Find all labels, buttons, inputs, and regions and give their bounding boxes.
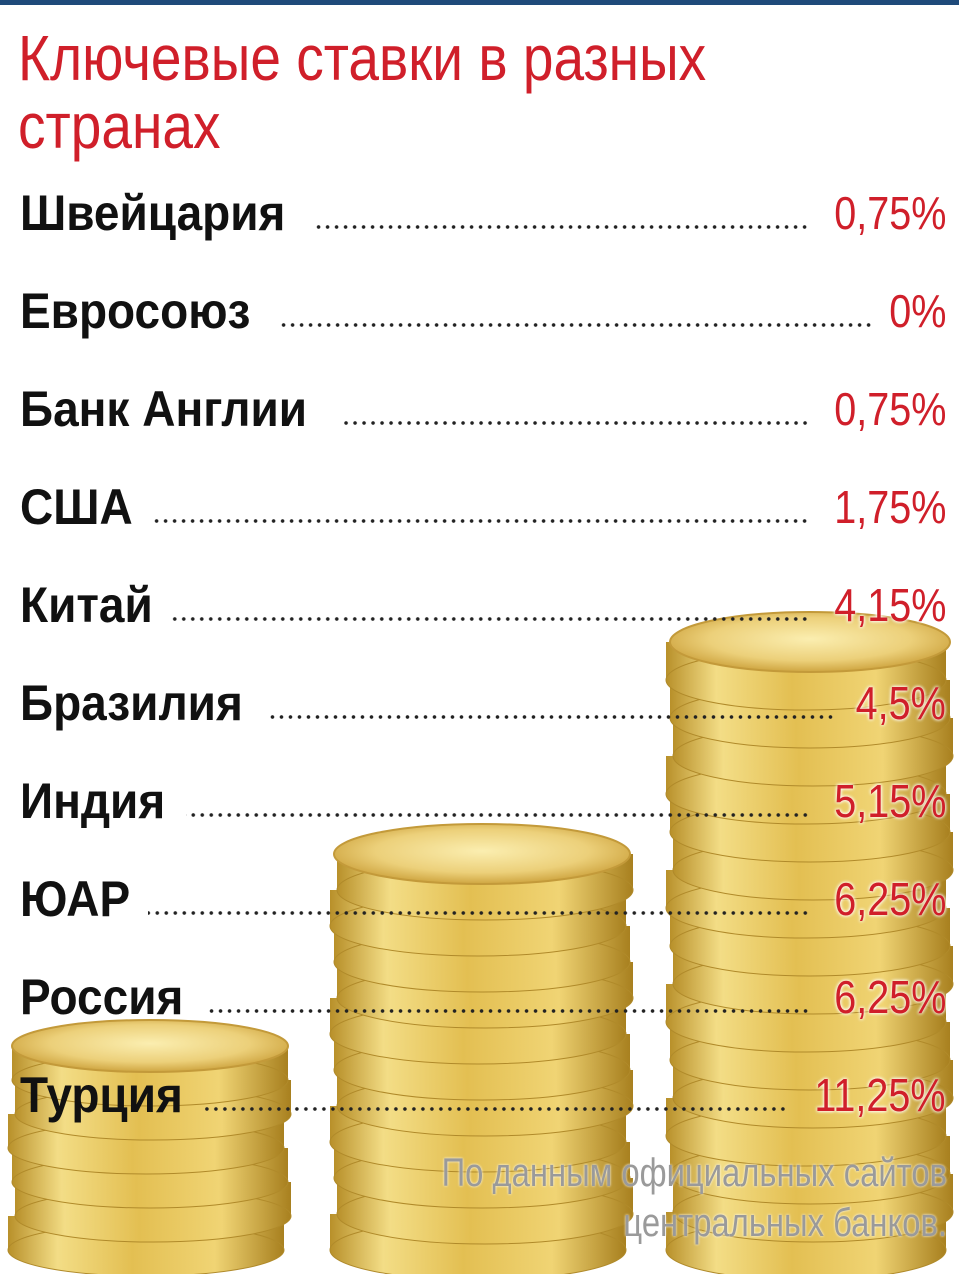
dot-leader [340, 419, 810, 427]
dot-leader [185, 811, 810, 819]
dot-leader [278, 321, 874, 329]
rate-row: Бразилия 4,5% [20, 673, 946, 733]
rate-row: Китай 4,15% [20, 575, 946, 635]
country-label: Россия [20, 969, 184, 1025]
dot-leader [150, 517, 810, 525]
coin-stack-middle [329, 823, 634, 1274]
rate-row: Турция 11,25% [20, 1065, 946, 1125]
rate-row: Евросоюз 0% [20, 281, 946, 341]
dot-leader [270, 713, 836, 721]
rate-row: Банк Англии 0,75% [20, 379, 946, 439]
rate-value: 0,75% [833, 187, 946, 239]
dot-leader [204, 1105, 788, 1113]
chart-title: Ключевые ставки в разных странах [18, 22, 707, 162]
rate-row: Швейцария 0,75% [20, 183, 946, 243]
rate-value: 4,15% [833, 579, 946, 631]
country-label: Швейцария [20, 185, 286, 241]
coin-top [11, 1019, 289, 1073]
coin-top [333, 823, 631, 885]
rate-value: 5,15% [833, 775, 946, 827]
dot-leader [147, 909, 810, 917]
dot-leader [172, 615, 810, 623]
country-label: Китай [20, 577, 153, 633]
country-label: Евросоюз [20, 283, 251, 339]
rate-value: 11,25% [814, 1069, 946, 1121]
rate-row: ЮАР 6,25% [20, 869, 946, 929]
rate-value: 6,25% [833, 971, 946, 1023]
country-label: США [20, 479, 133, 535]
country-label: ЮАР [20, 871, 131, 927]
coin-stack-left [7, 1019, 292, 1274]
source-line-2: центральных банков. [623, 1201, 947, 1245]
rate-row: США 1,75% [20, 477, 946, 537]
country-label: Индия [20, 773, 166, 829]
source-note: По данным официальных сайтов центральных… [373, 1148, 947, 1248]
country-label: Турция [20, 1067, 183, 1123]
country-label: Бразилия [20, 675, 243, 731]
rate-value: 1,75% [833, 481, 946, 533]
rate-value: 6,25% [833, 873, 946, 925]
rate-value: 0% [888, 285, 946, 337]
rate-value: 0,75% [833, 383, 946, 435]
country-label: Банк Англии [20, 381, 308, 437]
dot-leader [205, 1007, 810, 1015]
rate-value: 4,5% [855, 677, 946, 729]
top-rule [0, 0, 959, 5]
coin-top [669, 611, 951, 673]
rate-row: Россия 6,25% [20, 967, 946, 1027]
dot-leader [316, 223, 810, 231]
rate-row: Индия 5,15% [20, 771, 946, 831]
coin-stack-right [665, 611, 954, 1274]
source-line-1: По данным официальных сайтов [441, 1151, 947, 1195]
